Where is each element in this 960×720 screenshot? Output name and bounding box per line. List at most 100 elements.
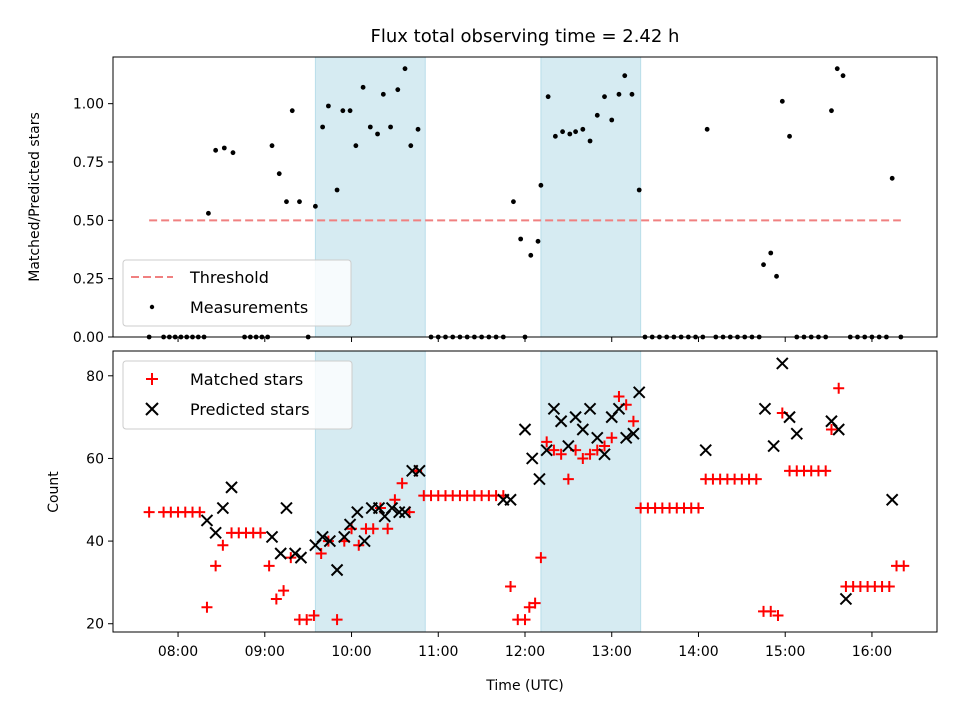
measurements-legend-swatch: [149, 304, 155, 310]
measurement-point: [284, 199, 289, 205]
predicted-star-point: [526, 452, 539, 465]
measurement-point: [889, 175, 895, 181]
predicted-star-point: [280, 501, 293, 515]
chart-title: Flux total observing time = 2.42 h: [371, 26, 680, 47]
matched-star-point: [765, 605, 777, 617]
bottom-x-tick-label: 09:00: [245, 644, 285, 660]
matched-star-point: [254, 527, 266, 539]
predicted-star-point: [343, 518, 357, 531]
ratio-panel: 0.00 0.25 0.50 0.75 1.00 Flux total observin…: [27, 26, 938, 346]
predicted-star-point: [533, 472, 546, 486]
bottom-x-tick-label: 15:00: [765, 644, 805, 660]
top-y-tick-label: 0.25: [73, 272, 104, 288]
matched-star-point: [505, 581, 517, 593]
top-y-tick-label: 1.00: [73, 97, 104, 113]
measurement-point: [408, 143, 414, 149]
matched-star-point: [301, 614, 313, 626]
measurement-point: [375, 131, 380, 137]
top-x-ticks: [177, 337, 873, 342]
measurement-point: [380, 91, 386, 97]
matched-star-point: [367, 523, 379, 535]
x-axis-label: Time (UTC): [485, 678, 563, 694]
predicted-star-point: [265, 530, 279, 544]
measurement-point: [616, 91, 622, 97]
matched-star-point: [519, 614, 531, 626]
measurement-point: [636, 187, 642, 193]
predicted-star-point: [576, 423, 590, 436]
matched-star-point: [217, 539, 229, 551]
bottom-x-tick-label: 13:00: [592, 644, 632, 660]
bottom-x-ticks: 08:00 09:00 10:00 11:00 12:00 13:00 14:00 15:00…: [158, 632, 892, 660]
matched-star-point: [331, 614, 343, 626]
predicted-star-point: [619, 431, 633, 444]
measurement-point: [511, 199, 516, 205]
measurement-point: [538, 182, 544, 188]
predicted-star-point: [385, 501, 399, 515]
predicted-star-point: [209, 526, 222, 540]
matched-star-point: [548, 444, 560, 456]
measurement-point: [704, 126, 710, 132]
predicted-legend-label: Predicted stars: [190, 400, 310, 419]
top-y-axis-label: Matched/Predicted stars: [27, 112, 43, 282]
predicted-star-point: [413, 464, 426, 478]
predicted-star-point: [351, 505, 364, 519]
matched-star-point: [201, 601, 213, 613]
predicted-star-point: [758, 402, 772, 416]
measurement-point: [353, 143, 359, 149]
matched-star-point: [555, 448, 567, 460]
measurement-point: [334, 187, 340, 193]
bottom-x-tick-label: 14:00: [678, 644, 718, 660]
predicted-star-point: [358, 534, 371, 548]
predicted-star-point: [569, 410, 582, 424]
matched-star-point: [263, 560, 275, 572]
matched-star-point: [825, 424, 837, 436]
shaded-interval: [540, 350, 642, 633]
measurement-point: [567, 131, 573, 137]
measurement-point: [834, 66, 840, 72]
matched-star-point: [194, 506, 206, 518]
predicted-stars-points: [200, 357, 899, 606]
measurement-point: [768, 250, 774, 256]
bottom-x-tick-label: 16:00: [852, 644, 892, 660]
predicted-star-point: [288, 547, 302, 560]
bottom-legend: Matched stars Predicted stars: [122, 360, 353, 430]
measurement-point: [347, 108, 353, 114]
measurement-point: [289, 108, 295, 114]
predicted-star-point: [372, 501, 386, 515]
predicted-star-point: [274, 547, 287, 560]
measurement-point: [360, 84, 366, 90]
measurements-legend-label: Measurements: [190, 298, 308, 317]
predicted-star-point: [323, 534, 337, 548]
top-y-tick-label: 0.75: [73, 155, 104, 171]
measurement-point: [779, 98, 785, 104]
predicted-star-point: [540, 443, 553, 457]
predicted-star-point: [632, 386, 646, 399]
predicted-star-point: [598, 448, 611, 461]
matched-star-point: [606, 432, 618, 444]
top-y-tick-label: 0.00: [73, 330, 104, 346]
matched-star-point: [308, 609, 320, 621]
measurement-point: [622, 73, 628, 79]
measurement-point: [297, 199, 302, 205]
measurement-point: [269, 143, 275, 149]
matched-star-point: [584, 448, 596, 460]
measurement-point: [518, 236, 524, 242]
bottom-x-tick-label: 08:00: [158, 644, 198, 660]
predicted-star-point: [504, 493, 517, 506]
matched-star-point: [562, 473, 574, 485]
predicted-star-point: [338, 530, 351, 544]
predicted-star-point: [885, 493, 899, 506]
matched-star-point: [523, 601, 535, 613]
top-y-ticks: 0.00 0.25 0.50 0.75 1.00: [73, 97, 113, 346]
predicted-star-point: [767, 439, 780, 453]
matched-star-point: [772, 609, 784, 621]
predicted-star-point: [839, 592, 853, 606]
matched-star-point: [627, 415, 639, 427]
measurement-point: [312, 203, 318, 209]
matched-star-point: [143, 506, 155, 518]
predicted-star-point: [783, 410, 796, 424]
predicted-star-point: [583, 402, 597, 416]
matched-star-point: [613, 390, 625, 402]
matched-star-point: [529, 597, 541, 609]
predicted-star-point: [200, 514, 214, 527]
